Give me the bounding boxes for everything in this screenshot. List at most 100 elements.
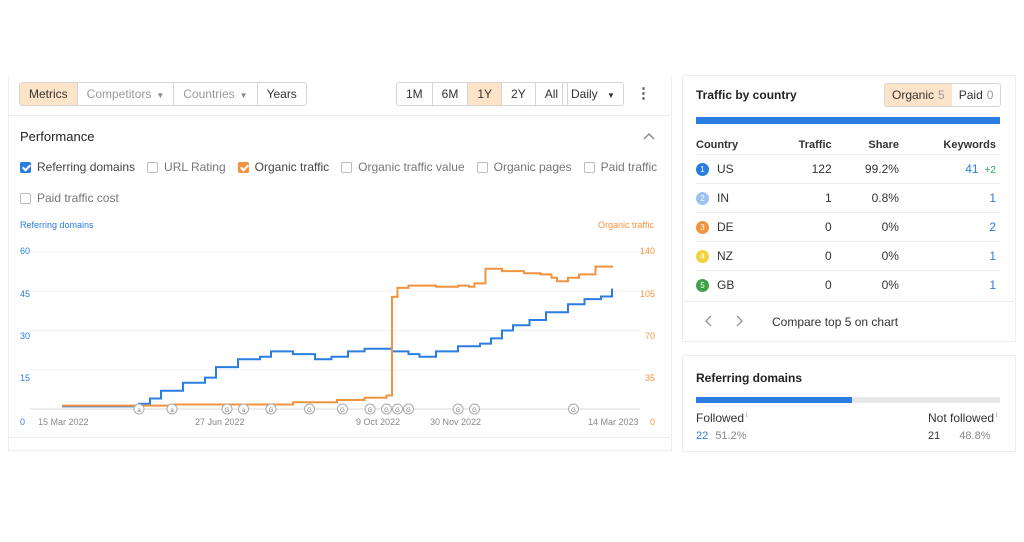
x-tick: 27 Jun 2022 <box>195 417 245 427</box>
checkbox-icon <box>341 161 353 173</box>
annotation-marker[interactable]: G <box>568 403 579 415</box>
metric-checkbox-row: Referring domains URL Rating Organic tra… <box>20 160 669 174</box>
tab-years[interactable]: Years <box>266 87 297 101</box>
series-line-organic-traffic <box>62 265 613 407</box>
tab-countries[interactable]: Countries ▼ <box>174 83 258 105</box>
annotation-marker[interactable]: G <box>337 403 348 415</box>
tab-competitors[interactable]: Competitors ▼ <box>78 83 175 105</box>
checkbox-organic-traffic-value[interactable]: Organic traffic value <box>341 160 465 174</box>
svg-text:G: G <box>395 408 400 414</box>
range-all[interactable]: All <box>544 87 559 101</box>
annotation-marker[interactable]: a <box>238 403 249 415</box>
annotation-marker[interactable]: G <box>392 403 403 415</box>
right-tick: 70 <box>645 331 656 341</box>
tab-metrics[interactable]: Metrics <box>20 83 78 105</box>
share-cell: 99.2% <box>835 154 903 184</box>
svg-text:G: G <box>269 408 274 414</box>
more-menu-icon[interactable]: ⋮ <box>636 85 651 102</box>
country-code: US <box>717 161 734 176</box>
compare-link[interactable]: Compare top 5 on chart <box>772 315 899 329</box>
annotation-marker[interactable]: G <box>469 403 480 415</box>
chevron-up-icon[interactable] <box>643 128 655 146</box>
caret-down-icon: ▼ <box>607 91 615 100</box>
caret-down-icon: ▼ <box>156 91 165 100</box>
info-icon[interactable]: i <box>746 412 748 419</box>
checkbox-organic-pages[interactable]: Organic pages <box>476 160 572 174</box>
annotation-marker[interactable]: a <box>133 403 145 415</box>
range-2y[interactable]: 2Y <box>502 83 536 105</box>
interval-dropdown[interactable]: Daily ▼ <box>562 82 624 106</box>
checkbox-icon <box>237 161 249 173</box>
keywords-link[interactable]: 41 <box>965 162 979 176</box>
followed-pct: 51.2% <box>715 430 747 442</box>
table-row: 5 GB 0 0% 1 <box>696 270 1000 299</box>
table-row: 2 IN 1 0.8% 1 <box>696 183 1000 213</box>
checkbox-organic-traffic[interactable]: Organic traffic <box>237 160 329 174</box>
annotation-marker[interactable]: G <box>265 403 277 415</box>
svg-text:a: a <box>170 408 174 414</box>
svg-text:G: G <box>571 408 576 414</box>
right-axis-title: Organic traffic <box>598 220 654 230</box>
section-title: Performance <box>20 129 95 144</box>
checkbox-icon <box>476 161 488 173</box>
rank-badge: 5 <box>696 279 709 293</box>
checkbox-paid-traffic[interactable]: Paid traffic <box>583 160 657 174</box>
checkbox-url-rating[interactable]: URL Rating <box>147 160 226 174</box>
chevron-left-icon[interactable] <box>704 314 714 332</box>
annotation-marker[interactable]: G <box>304 403 315 415</box>
performance-panel <box>8 75 672 451</box>
svg-text:G: G <box>307 408 312 414</box>
keywords-link[interactable]: 2 <box>989 220 996 234</box>
metric-checkbox-row-2: Paid traffic cost <box>20 191 131 205</box>
table-header: Country Traffic Share Keywords <box>696 136 1000 155</box>
annotation-marker[interactable]: G <box>221 403 233 415</box>
toolbar <box>8 75 670 116</box>
keywords-link[interactable]: 1 <box>989 191 996 205</box>
svg-text:G: G <box>340 408 345 414</box>
checkbox-referring-domains[interactable]: Referring domains <box>20 160 135 174</box>
chevron-right-icon[interactable] <box>734 314 744 332</box>
annotation-marker[interactable]: G <box>364 403 376 415</box>
followed-count[interactable]: 22 <box>696 430 709 442</box>
caret-down-icon: ▼ <box>239 91 248 100</box>
keywords-link[interactable]: 1 <box>989 249 996 263</box>
follow-ratio-bar <box>696 397 1000 403</box>
annotation-marker[interactable]: G <box>403 403 414 415</box>
info-icon[interactable]: i <box>996 412 998 419</box>
traffic-cell: 0 <box>769 270 836 299</box>
toggle-paid[interactable]: Paid 0 <box>958 88 994 102</box>
annotation-marker[interactable]: a <box>166 403 178 415</box>
left-tick: 45 <box>20 289 31 299</box>
right-tick: 35 <box>645 373 656 383</box>
panel-gap <box>670 340 1024 355</box>
not-followed-label: Not followed i <box>928 411 998 425</box>
country-cell: 2 IN <box>696 183 770 213</box>
country-code: GB <box>717 277 735 292</box>
country-cell: 4 NZ <box>696 241 770 271</box>
keywords-link[interactable]: 1 <box>989 278 996 292</box>
annotation-marker[interactable]: G <box>381 403 392 415</box>
annotation-marker[interactable]: G <box>452 403 464 415</box>
country-cell: 1 US <box>696 154 770 184</box>
table-row: 1 US 122 99.2% 41 +2 <box>696 154 1000 184</box>
range-6m[interactable]: 6M <box>433 83 469 105</box>
svg-text:G: G <box>456 408 461 414</box>
checkbox-icon <box>20 192 31 204</box>
country-cell: 3 DE <box>696 212 770 242</box>
toggle-organic[interactable]: Organic 5 <box>885 84 952 106</box>
svg-text:a: a <box>137 408 141 414</box>
checkbox-paid-traffic-cost[interactable]: Paid traffic cost <box>20 191 119 205</box>
svg-text:G: G <box>368 408 373 414</box>
traffic-cell: 0 <box>769 241 836 271</box>
divider <box>682 301 1014 302</box>
range-1m[interactable]: 1M <box>397 83 433 105</box>
x-tick: 14 Mar 2023 <box>588 417 639 427</box>
range-1y[interactable]: 1Y <box>468 83 503 105</box>
right-tick: 105 <box>640 289 656 299</box>
keywords-cell: 1 <box>902 270 1000 299</box>
rank-badge: 4 <box>696 250 709 264</box>
svg-text:G: G <box>472 408 477 414</box>
country-code: DE <box>717 219 734 234</box>
table-row: 3 DE 0 0% 2 <box>696 212 1000 242</box>
